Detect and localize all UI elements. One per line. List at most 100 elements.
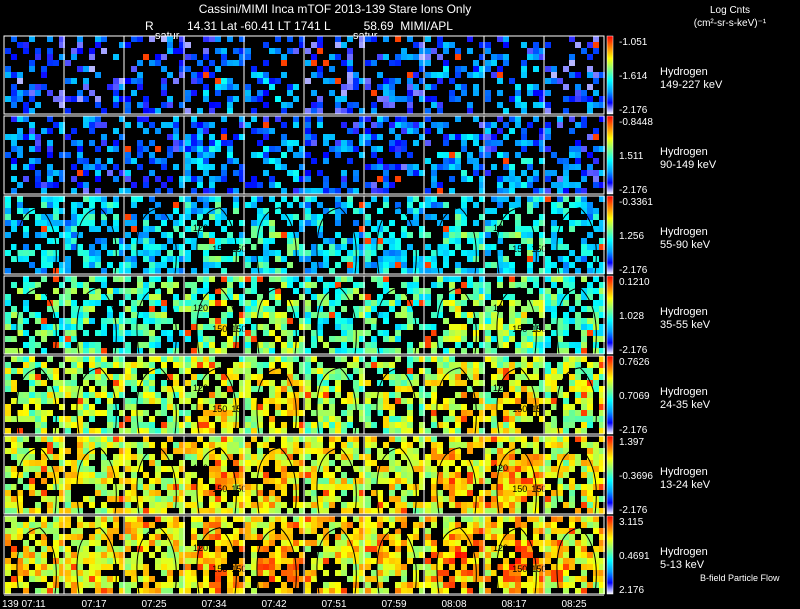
heatmap-cell [71, 386, 77, 392]
heatmap-cell [179, 442, 185, 448]
heatmap-cell [125, 442, 131, 448]
heatmap-cell [581, 244, 587, 250]
heatmap-cell [83, 188, 89, 194]
heatmap-cell [107, 582, 113, 588]
heatmap-cell [269, 226, 275, 232]
heatmap-cell [335, 436, 341, 442]
heatmap-cell [455, 226, 461, 232]
heatmap-cell [221, 380, 227, 386]
heatmap-cell [293, 478, 299, 484]
heatmap-cell [23, 288, 29, 294]
heatmap-cell [215, 146, 221, 152]
heatmap-cell [149, 282, 155, 288]
heatmap-cell [371, 324, 377, 330]
heatmap-cell [83, 122, 89, 128]
heatmap-cell [317, 66, 323, 72]
heatmap-cell [335, 294, 341, 300]
heatmap-cell [311, 244, 317, 250]
heatmap-cell [347, 238, 353, 244]
heatmap-cell [443, 48, 449, 54]
heatmap-cell [77, 540, 83, 546]
heatmap-cell [305, 48, 311, 54]
heatmap-cell [227, 404, 233, 410]
heatmap-cell [227, 454, 233, 460]
heatmap-cell [287, 442, 293, 448]
heatmap-cell [317, 48, 323, 54]
heatmap-cell [503, 164, 509, 170]
heatmap-cell [107, 362, 113, 368]
heatmap-cell [317, 368, 323, 374]
heatmap-cell [215, 582, 221, 588]
heatmap-cell [167, 466, 173, 472]
heatmap-cell [515, 176, 521, 182]
heatmap-cell [509, 466, 515, 472]
heatmap-cell [203, 484, 209, 490]
heatmap-cell [371, 122, 377, 128]
heatmap-cell [455, 336, 461, 342]
heatmap-cell [359, 508, 365, 514]
heatmap-cell [155, 244, 161, 250]
heatmap-cell [521, 336, 527, 342]
heatmap-cell [377, 54, 383, 60]
heatmap-cell [101, 460, 107, 466]
heatmap-cell [35, 282, 41, 288]
heatmap-cell [527, 208, 533, 214]
heatmap-cell [161, 282, 167, 288]
heatmap-cell [287, 528, 293, 534]
heatmap-cell [89, 256, 95, 262]
heatmap-cell [365, 256, 371, 262]
heatmap-cell [149, 250, 155, 256]
heatmap-cell [47, 392, 53, 398]
heatmap-cell [341, 306, 347, 312]
heatmap-cell [65, 288, 71, 294]
heatmap-cell [179, 582, 185, 588]
heatmap-cell [41, 392, 47, 398]
heatmap-cell [191, 522, 197, 528]
heatmap-cell [101, 244, 107, 250]
heatmap-cell [185, 96, 191, 102]
heatmap-cell [161, 448, 167, 454]
heatmap-cell [179, 232, 185, 238]
heatmap-cell [569, 404, 575, 410]
heatmap-cell [377, 404, 383, 410]
heatmap-cell [77, 570, 83, 576]
heatmap-cell [569, 362, 575, 368]
heatmap-cell [71, 288, 77, 294]
heatmap-cell [137, 454, 143, 460]
heatmap-cell [269, 522, 275, 528]
heatmap-cell [587, 214, 593, 220]
heatmap-cell [185, 214, 191, 220]
heatmap-cell [215, 220, 221, 226]
heatmap-cell [299, 436, 305, 442]
heatmap-cell [77, 158, 83, 164]
heatmap-cell [269, 84, 275, 90]
heatmap-cell [389, 84, 395, 90]
ephemeris-line: R 14.31 Lat -60.41 LT 1741 L 58.69 MIMI/… [145, 19, 453, 33]
heatmap-cell [497, 220, 503, 226]
heatmap-cell [383, 54, 389, 60]
heatmap-cell [473, 158, 479, 164]
heatmap-cell [377, 276, 383, 282]
heatmap-cell [95, 356, 101, 362]
heatmap-cell [593, 182, 599, 188]
heatmap-cell [173, 534, 179, 540]
heatmap-cell [5, 564, 11, 570]
heatmap-cell [437, 54, 443, 60]
heatmap-cell [137, 460, 143, 466]
heatmap-cell [485, 244, 491, 250]
heatmap-cell [473, 442, 479, 448]
heatmap-cell [191, 188, 197, 194]
heatmap-cell [587, 398, 593, 404]
heatmap-cell [65, 516, 71, 522]
heatmap-cell [77, 90, 83, 96]
heatmap-cell [227, 152, 233, 158]
heatmap-cell [11, 226, 17, 232]
heatmap-cell [233, 170, 239, 176]
heatmap-cell [59, 268, 65, 274]
heatmap-cell [257, 256, 263, 262]
heatmap-cell [233, 516, 239, 522]
heatmap-cell [527, 392, 533, 398]
heatmap-cell [215, 140, 221, 146]
heatmap-cell [209, 356, 215, 362]
heatmap-cell [563, 294, 569, 300]
